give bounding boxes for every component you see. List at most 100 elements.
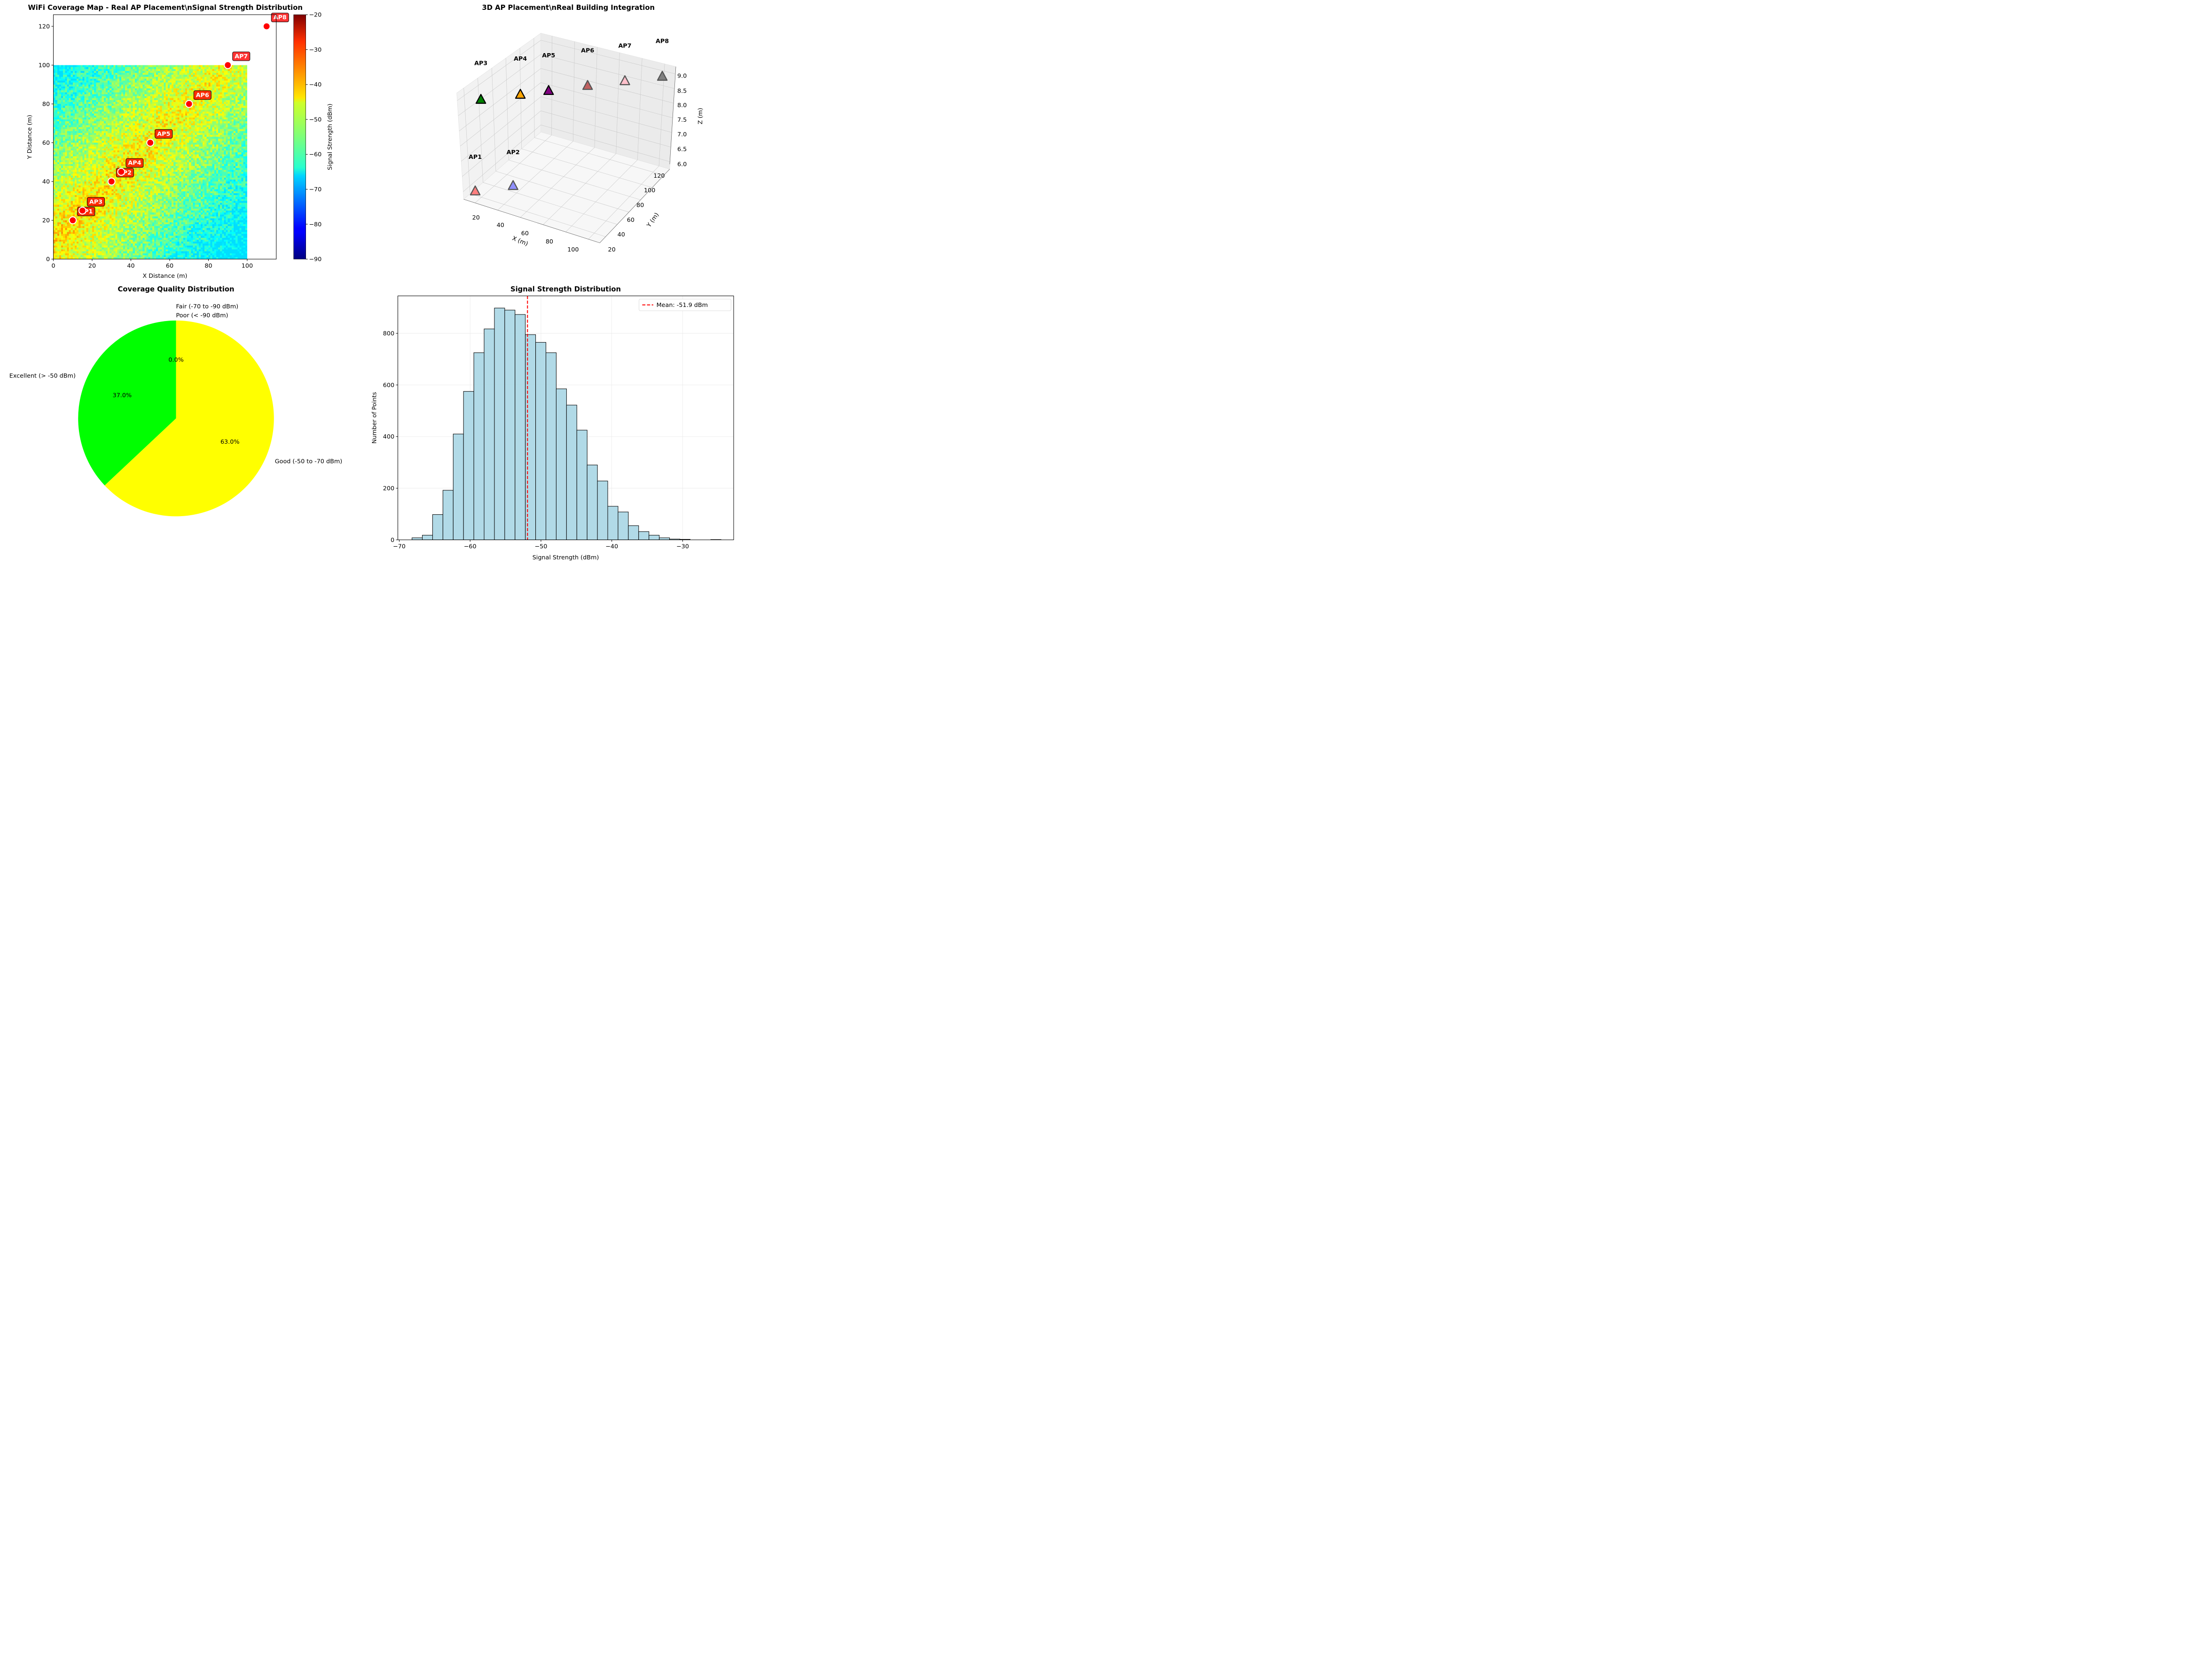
hist-bar bbox=[546, 352, 556, 540]
ap-3d-label: AP8 bbox=[656, 38, 669, 45]
ap-3d-label: AP7 bbox=[618, 42, 631, 49]
hist-bar bbox=[597, 480, 608, 540]
pie-slice-label: Poor (< -90 dBm) bbox=[176, 312, 228, 319]
ap-3d-zlabel: Z (m) bbox=[697, 108, 704, 124]
coverage-y-tick-label: 60 bbox=[42, 140, 50, 147]
colorbar-tick-label: −70 bbox=[309, 186, 321, 193]
grid-line bbox=[495, 171, 629, 212]
coverage-x-tick-label: 60 bbox=[166, 262, 173, 269]
ap-label-box bbox=[155, 129, 173, 139]
coverage-map-ticks: 0 20 40 60 80 100 0 20 40 60 80 100 120 bbox=[39, 23, 253, 269]
hist-bar bbox=[587, 464, 598, 540]
colorbar-ticks: −90 −80 −70 −60 −50 −40 −30 −20 bbox=[306, 12, 321, 263]
grid-line bbox=[520, 147, 595, 218]
ap-marker bbox=[262, 22, 271, 31]
ap-3d-marker bbox=[619, 75, 630, 86]
x-axis-line bbox=[463, 199, 600, 243]
grid-line bbox=[463, 125, 670, 192]
ap-marker bbox=[107, 177, 116, 186]
hist-bar bbox=[494, 307, 505, 540]
coverage-x-tick-label: 80 bbox=[204, 262, 212, 269]
grid-line bbox=[543, 153, 616, 225]
colorbar-tick-label: −80 bbox=[309, 221, 321, 228]
hist-bar bbox=[607, 506, 619, 540]
ap-3d-points: AP1 AP2 AP3 AP4 AP5 AP6 AP7 AP8 bbox=[469, 38, 669, 196]
ap-label-box bbox=[125, 158, 144, 168]
ap-marker bbox=[69, 216, 77, 225]
pie-slice bbox=[78, 320, 176, 486]
signal-histogram-xlabel: Signal Strength (dBm) bbox=[533, 554, 599, 561]
x3d-tick-label: 100 bbox=[567, 246, 579, 253]
pie-slice-label: Fair (-70 to -90 dBm) bbox=[176, 303, 239, 310]
z3d-tick-label: 6.0 bbox=[677, 161, 687, 168]
hist-bar bbox=[659, 537, 670, 540]
hist-bar bbox=[556, 388, 567, 540]
hist-bar bbox=[453, 433, 464, 540]
z3d-tick-label: 9.0 bbox=[677, 73, 687, 80]
pie-slice-label: Good (-50 to -70 dBm) bbox=[275, 458, 342, 465]
hist-bar bbox=[484, 329, 495, 540]
grid-line bbox=[475, 135, 552, 203]
ap-marker bbox=[146, 139, 155, 147]
ap-3d-title: 3D AP Placement\nReal Building Integrati… bbox=[482, 4, 655, 12]
y3d-tick-label: 80 bbox=[636, 202, 644, 209]
ap-3d-label: AP2 bbox=[507, 149, 520, 156]
z3d-tick-label: 8.5 bbox=[677, 88, 687, 95]
colorbar-tick-label: −20 bbox=[309, 12, 321, 19]
ap-3d-label: AP3 bbox=[474, 60, 487, 67]
ap-3d-marker bbox=[475, 94, 486, 104]
ap-3d-label: AP1 bbox=[469, 154, 482, 161]
coverage-x-tick-label: 0 bbox=[51, 262, 55, 269]
grid-line bbox=[457, 40, 676, 101]
grid-line bbox=[565, 159, 638, 232]
hist-bar bbox=[638, 531, 650, 540]
ap-3d-label: AP4 bbox=[514, 55, 527, 63]
x3d-tick-label: 60 bbox=[521, 230, 529, 237]
ap-label-box bbox=[232, 51, 251, 61]
hist-y-tick-label: 200 bbox=[383, 485, 394, 492]
hist-y-tick-label: 400 bbox=[383, 433, 394, 440]
figure-canvas: WiFi Coverage Map - Real AP Placement\nS… bbox=[9, 4, 734, 561]
y3d-tick-label: 120 bbox=[653, 173, 665, 180]
y3d-tick-label: 100 bbox=[644, 187, 655, 194]
ap-marker bbox=[224, 61, 232, 69]
hist-bar bbox=[649, 535, 660, 540]
coverage-y-tick-label: 0 bbox=[46, 256, 50, 263]
colorbar-label: Signal Strength (dBm) bbox=[327, 103, 334, 170]
hist-y-tick-label: 0 bbox=[391, 537, 394, 544]
hist-bar bbox=[473, 352, 485, 540]
ap-3d-ylabel: Y (m) bbox=[645, 212, 660, 229]
colorbar-tick-label: −30 bbox=[309, 47, 321, 54]
grid-line bbox=[458, 54, 675, 116]
x3d-tick-label: 20 bbox=[472, 214, 480, 221]
coverage-y-tick-label: 100 bbox=[39, 62, 50, 69]
x3d-tick-label: 80 bbox=[546, 238, 553, 245]
coverage-y-tick-label: 40 bbox=[42, 179, 50, 186]
grid-line bbox=[470, 193, 606, 237]
hist-bar bbox=[412, 537, 423, 540]
grid-line bbox=[483, 182, 618, 225]
ap-label: AP3 bbox=[89, 198, 102, 205]
hist-bar bbox=[442, 490, 454, 540]
colorbar-tick-label: −50 bbox=[309, 116, 321, 123]
hist-x-tick-label: −70 bbox=[393, 543, 406, 550]
y3d-tick-label: 20 bbox=[608, 246, 615, 253]
pie-pct-label: 63.0% bbox=[220, 439, 240, 446]
coverage-y-tick-label: 120 bbox=[39, 23, 50, 30]
ap-3d-marker bbox=[515, 88, 526, 99]
ap-marker bbox=[117, 168, 125, 176]
hist-bar bbox=[515, 314, 526, 540]
hist-bar bbox=[463, 391, 474, 540]
grid-line bbox=[461, 96, 672, 162]
hist-bar bbox=[422, 535, 433, 540]
z3d-tick-label: 6.5 bbox=[677, 146, 687, 153]
hist-bar bbox=[535, 342, 547, 540]
signal-histogram-panel: Signal Strength Distribution −70 −60 −50 −4… bbox=[371, 285, 734, 561]
x3d-tick-label: 40 bbox=[497, 222, 504, 229]
ap-marker bbox=[78, 206, 86, 215]
ap-3d-label: AP5 bbox=[542, 52, 555, 59]
colorbar-gradient bbox=[293, 14, 306, 259]
pie-pct-label-zero: 0.0% bbox=[168, 357, 183, 364]
ap-label-box bbox=[271, 13, 289, 23]
